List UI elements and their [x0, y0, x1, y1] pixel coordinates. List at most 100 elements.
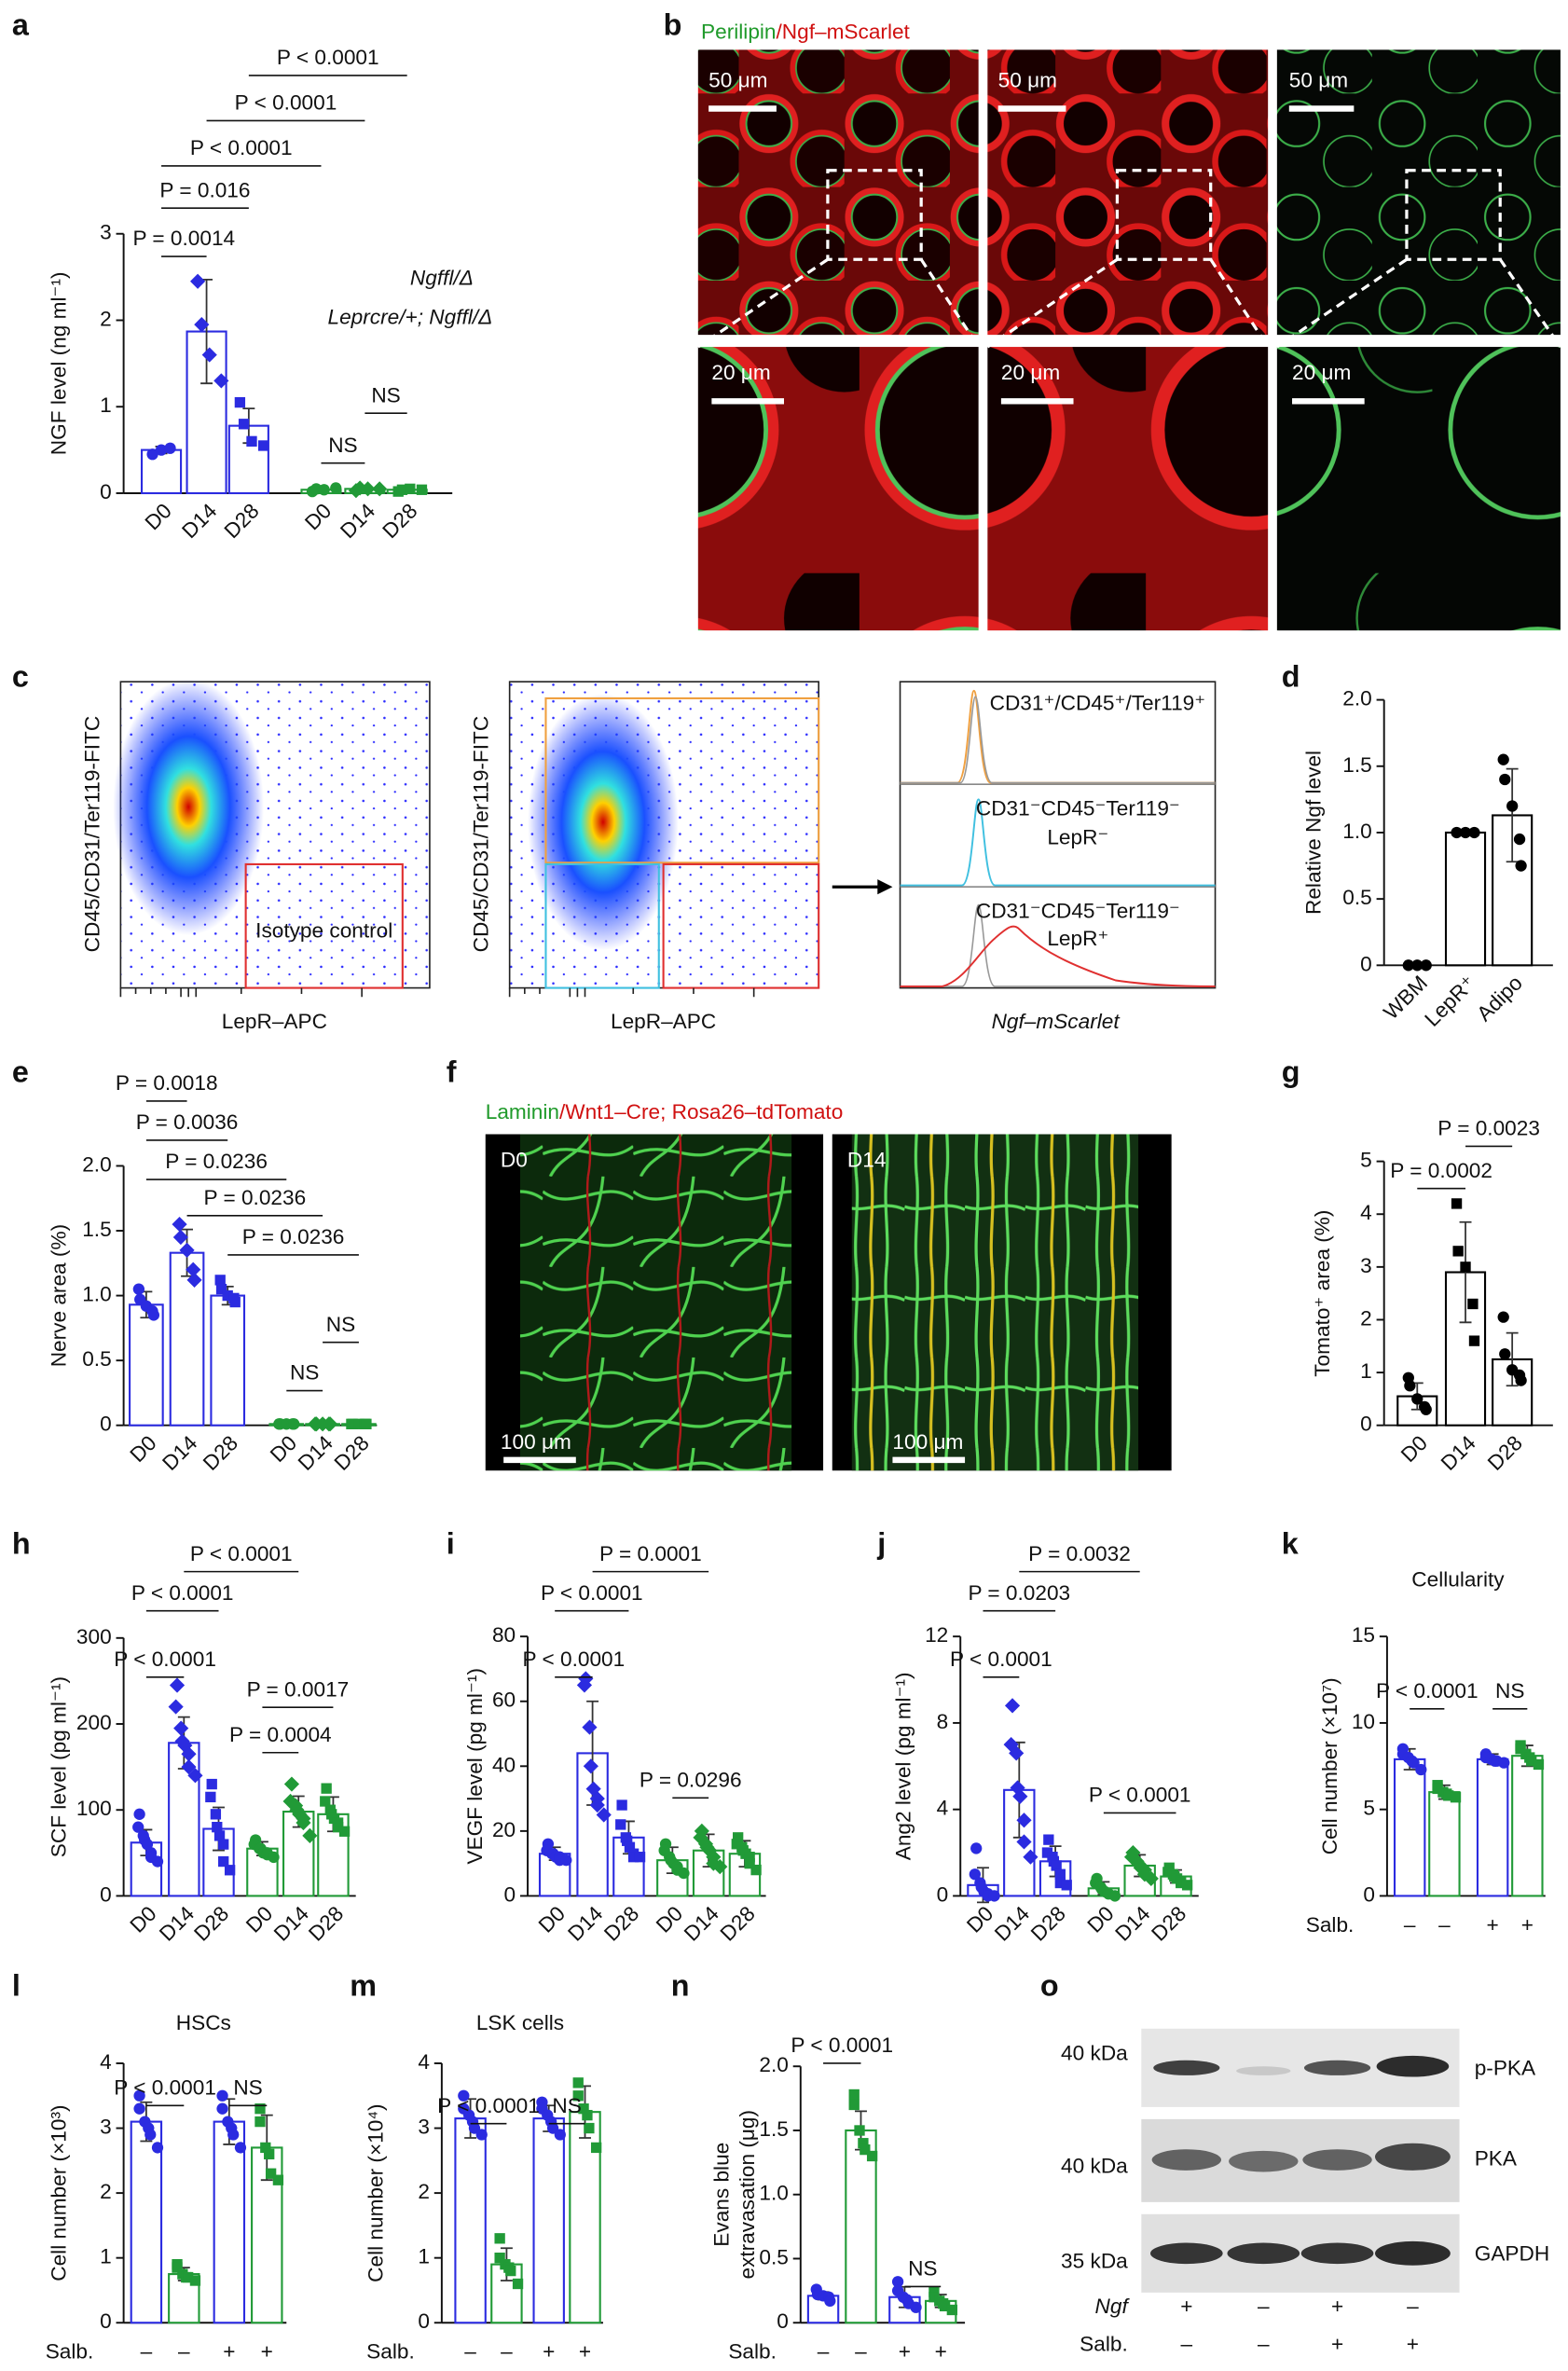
y-tick-label: 40: [492, 1753, 516, 1776]
comparison-label: P < 0.0001: [235, 91, 337, 115]
y-tick-label: 8: [937, 1710, 949, 1733]
data-point: [946, 2304, 957, 2316]
data-point: [1533, 1758, 1545, 1771]
scale-label: 20 μm: [711, 361, 770, 384]
comparison-label: P = 0.0002: [1390, 1159, 1492, 1182]
comparison-label: P = 0.0203: [968, 1581, 1070, 1605]
data-point: [1506, 800, 1519, 812]
data-point: [151, 1855, 164, 1868]
axis-ticks: [119, 987, 755, 998]
bar: [1428, 1791, 1461, 1897]
y-tick-label: 0.5: [759, 2245, 788, 2268]
y-tick-label: 1: [100, 2245, 112, 2268]
data-point: [969, 1868, 981, 1881]
title-part: /Wnt1–Cre; Rosa26–tdTomato: [559, 1100, 843, 1123]
data-point: [582, 1719, 598, 1735]
x-tick-label: D14: [155, 1902, 199, 1946]
comparison-label: NS: [371, 383, 400, 407]
panel-label: f: [447, 1055, 457, 1088]
data-point: [144, 2129, 157, 2141]
lane-label: +: [1180, 2295, 1192, 2318]
data-point: [222, 1289, 233, 1302]
histogram-divider: [900, 783, 1216, 889]
x-tick-label: +: [1521, 1913, 1534, 1937]
data-point: [1143, 1870, 1159, 1886]
comparison-label: P = 0.0032: [1028, 1542, 1131, 1565]
x-tick-label: D28: [220, 499, 264, 543]
data-point: [624, 1841, 636, 1853]
x-tick-label: D14: [158, 1431, 201, 1475]
x-tick-label: D28: [1483, 1431, 1527, 1475]
data-point: [458, 2089, 470, 2102]
data-point: [589, 1797, 605, 1813]
panel-label: d: [1282, 660, 1300, 694]
x-tick-label: –: [501, 2340, 513, 2364]
panel-b: b Perilipin/Ngf–mScarlet 50 μm 50 μm 50 …: [664, 8, 1562, 631]
legend-entry: Leprcre/+; Ngffl/Δ: [328, 305, 493, 328]
x-tick-label: D0: [126, 1902, 161, 1937]
panel-label: i: [447, 1527, 455, 1561]
data-point: [1420, 959, 1432, 972]
y-tick-label: 1.5: [759, 2117, 788, 2141]
x-axis-label: LepR–APC: [222, 1010, 327, 1033]
x-axis-label: Salb.: [728, 2340, 777, 2364]
comparison-label: P < 0.0001: [190, 1542, 293, 1565]
chart-title: HSCs: [176, 2011, 231, 2034]
comparison-label: P < 0.0001: [437, 2094, 540, 2117]
data-point: [213, 1830, 226, 1841]
x-tick-label: D14: [269, 1902, 313, 1946]
panel-label: k: [1282, 1527, 1300, 1561]
data-point: [1411, 1393, 1424, 1405]
bar: [282, 1811, 315, 1897]
data-point: [183, 2271, 194, 2283]
data-point: [168, 1699, 184, 1715]
x-tick-label: D14: [563, 1902, 607, 1946]
data-point: [224, 1865, 236, 1876]
data-point: [988, 1890, 1000, 1902]
data-point: [372, 481, 388, 497]
data-point: [169, 1677, 186, 1693]
comparison-label: NS: [552, 2094, 581, 2117]
error-bar: [1506, 1331, 1519, 1387]
data-point: [622, 1835, 633, 1846]
x-tick-label: –: [178, 2340, 190, 2364]
data-point: [288, 1418, 300, 1430]
bar: [1393, 1758, 1426, 1897]
timepoint: D0: [501, 1149, 528, 1172]
y-tick-label: 4: [418, 2050, 430, 2074]
comparison-label: NS: [328, 434, 357, 457]
comparison-label: P < 0.0001: [131, 1581, 234, 1605]
data-point: [1452, 1246, 1464, 1257]
data-point: [254, 2116, 266, 2128]
y-axis-label: extravasation (μg): [736, 2110, 759, 2280]
x-tick-label: D28: [599, 1902, 643, 1946]
y-axis-label: Evans blue: [709, 2143, 733, 2247]
micrograph: [987, 49, 1269, 336]
x-axis-label: LepR–APC: [611, 1010, 716, 1033]
data-point: [1420, 1403, 1432, 1415]
mw-marker: 40 kDa: [1061, 2155, 1128, 2178]
comparison-label: NS: [290, 1361, 319, 1385]
data-point: [260, 2142, 271, 2154]
x-axis-label: Salb.: [46, 2340, 94, 2364]
micrograph: [697, 49, 979, 336]
comparison-label: P = 0.0014: [132, 227, 235, 250]
data-point: [132, 1283, 145, 1295]
data-point: [733, 1832, 744, 1843]
x-axis-label: Ngf–mScarlet: [992, 1010, 1121, 1033]
data-point: [265, 2168, 277, 2179]
data-point: [141, 1838, 154, 1851]
comparison-label: P = 0.0296: [640, 1768, 742, 1791]
data-point: [173, 1720, 189, 1736]
data-point: [133, 1808, 145, 1820]
y-tick-label: 2: [100, 307, 112, 330]
micrograph: [851, 1134, 1139, 1471]
data-point: [1526, 1756, 1537, 1767]
data-point: [1404, 1380, 1416, 1392]
data-point: [283, 1776, 300, 1792]
error-bar: [1506, 767, 1519, 863]
y-tick-label: 0: [1363, 1882, 1375, 1906]
data-point: [858, 2138, 869, 2149]
data-point: [866, 2150, 878, 2162]
data-point: [172, 1229, 188, 1246]
